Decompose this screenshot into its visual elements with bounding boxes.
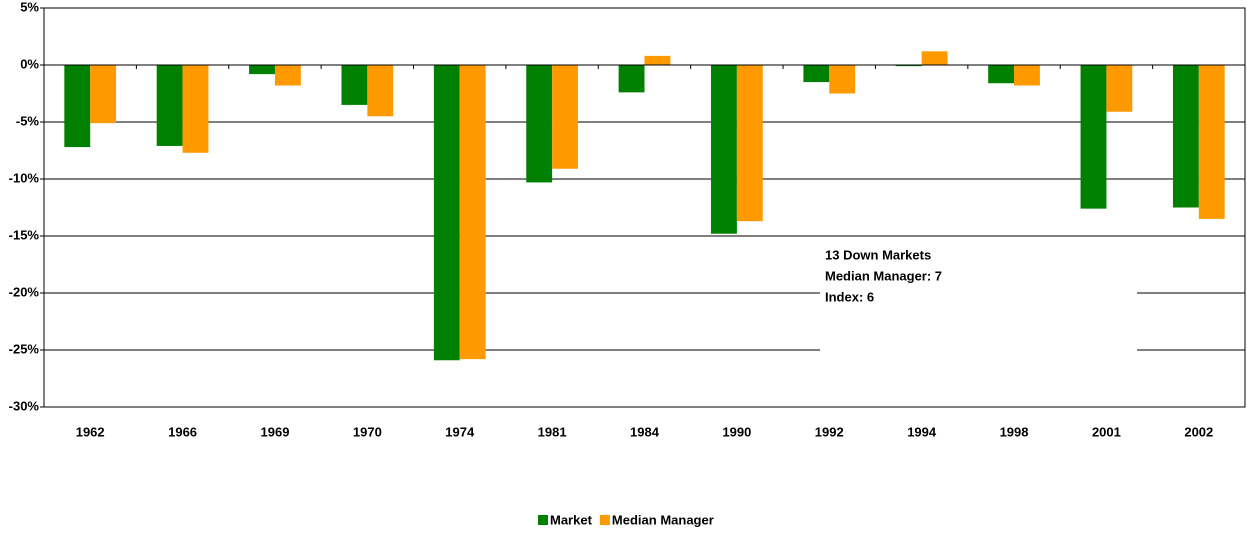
- y-tick-label: 5%: [20, 0, 39, 14]
- bar: [736, 65, 763, 222]
- x-tick-label: 2002: [1184, 424, 1213, 439]
- y-tick-label: -15%: [9, 227, 40, 242]
- y-tick-label: -10%: [9, 170, 40, 185]
- x-tick-label: 1990: [722, 424, 751, 439]
- annotation-box: [820, 240, 1137, 356]
- bar: [526, 65, 553, 183]
- bar: [644, 55, 671, 65]
- bar: [90, 65, 117, 124]
- bar: [829, 65, 856, 94]
- annotation: 13 Down Markets: [825, 247, 931, 262]
- y-tick-label: -30%: [9, 398, 40, 413]
- y-tick-label: -25%: [9, 341, 40, 356]
- bar: [921, 51, 948, 65]
- x-tick-label: 1970: [353, 424, 382, 439]
- x-tick-label: 1962: [76, 424, 105, 439]
- y-tick-label: -20%: [9, 284, 40, 299]
- bar: [1014, 65, 1040, 86]
- bar: [341, 65, 368, 105]
- bar: [1172, 65, 1199, 208]
- bar: [552, 65, 578, 169]
- bar: [988, 65, 1015, 84]
- bar: [64, 65, 91, 148]
- bar: [1106, 65, 1133, 112]
- y-tick-label: 0%: [20, 56, 39, 71]
- annotation: Index: 6: [825, 289, 874, 304]
- bar: [433, 65, 460, 361]
- bar: [618, 65, 645, 93]
- y-tick-label: -5%: [16, 113, 40, 128]
- x-tick-label: 1969: [261, 424, 290, 439]
- bar: [711, 65, 737, 234]
- annotation: Median Manager: 7: [825, 268, 942, 283]
- legend-label: Market: [550, 512, 593, 527]
- legend-swatch: [538, 515, 548, 525]
- x-tick-label: 1992: [815, 424, 844, 439]
- bar: [1080, 65, 1107, 209]
- legend-swatch: [599, 515, 610, 525]
- x-tick-label: 1974: [445, 424, 475, 439]
- bar: [367, 65, 394, 117]
- x-tick-label: 2001: [1092, 424, 1121, 439]
- x-tick-label: 1966: [168, 424, 197, 439]
- bar: [803, 65, 830, 83]
- x-tick-label: 1998: [1000, 424, 1029, 439]
- x-tick-label: 1984: [630, 424, 660, 439]
- bar: [1198, 65, 1225, 219]
- bar: [274, 65, 301, 86]
- x-tick-label: 1981: [538, 424, 567, 439]
- bar: [895, 65, 922, 67]
- bar: [459, 65, 486, 360]
- x-tick-label: 1994: [907, 424, 937, 439]
- bar: [249, 65, 275, 75]
- bar: [156, 65, 183, 146]
- legend-label: Median Manager: [612, 512, 714, 527]
- bar: [182, 65, 209, 153]
